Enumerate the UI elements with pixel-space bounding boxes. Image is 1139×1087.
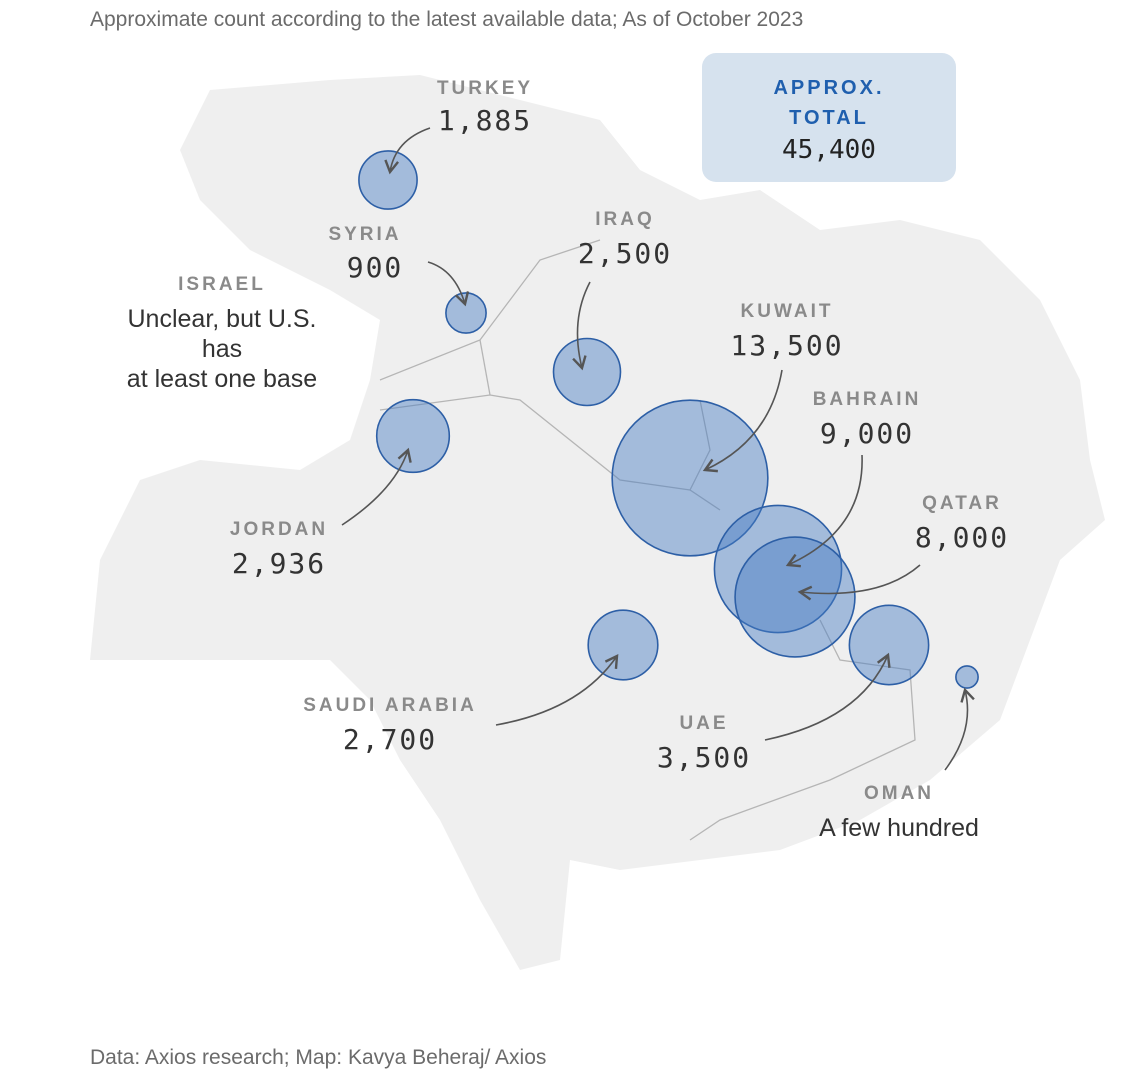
country-name: ISRAEL bbox=[178, 274, 266, 295]
country-count: A few hundred bbox=[819, 814, 979, 842]
country-count: 3,500 bbox=[656, 741, 752, 774]
country-note: Unclear, but U.S. has at least one base bbox=[127, 304, 317, 394]
country-count: 2,500 bbox=[577, 237, 673, 270]
bubble bbox=[375, 398, 451, 474]
arrow bbox=[764, 652, 891, 741]
bubble bbox=[611, 399, 769, 557]
bubble bbox=[445, 292, 487, 334]
total-line1: APPROX. bbox=[773, 77, 885, 99]
bubbles bbox=[358, 150, 979, 689]
country-name: TURKEY bbox=[436, 78, 534, 99]
total-value: 45,400 bbox=[782, 135, 876, 165]
country-count: 2,936 bbox=[231, 547, 327, 580]
subtitle: Approximate count according to the lates… bbox=[90, 8, 804, 31]
land bbox=[90, 75, 1105, 970]
arrow bbox=[785, 454, 863, 568]
country-name: QATAR bbox=[922, 493, 1002, 514]
country-count: 9,000 bbox=[819, 417, 915, 450]
bubble bbox=[713, 504, 843, 634]
bubble bbox=[734, 536, 856, 658]
source: Data: Axios research; Map: Kavya Beheraj… bbox=[90, 1046, 547, 1069]
note-line: at least one base bbox=[126, 365, 318, 393]
country-name: BAHRAIN bbox=[812, 389, 922, 410]
bubble bbox=[587, 609, 659, 681]
country-name: OMAN bbox=[863, 783, 935, 804]
bubble bbox=[848, 604, 930, 686]
country-count: 8,000 bbox=[914, 521, 1010, 554]
country-count: 2,700 bbox=[342, 723, 438, 756]
arrow bbox=[572, 281, 591, 371]
country-count: 1,885 bbox=[437, 104, 533, 137]
bubble bbox=[552, 337, 622, 407]
note-line: Unclear, but U.S. bbox=[127, 305, 317, 333]
arrow bbox=[384, 127, 431, 175]
country-count: 900 bbox=[346, 251, 404, 284]
country-name: JORDAN bbox=[229, 519, 329, 540]
country-count: 13,500 bbox=[730, 329, 844, 362]
bubble bbox=[955, 665, 979, 689]
bubble bbox=[358, 150, 418, 210]
total-box: APPROX. TOTAL 45,400 bbox=[702, 53, 956, 182]
country-name: SYRIA bbox=[328, 224, 402, 245]
arrow bbox=[944, 687, 975, 771]
arrow bbox=[341, 447, 412, 526]
arrow bbox=[702, 369, 783, 473]
country-name: IRAQ bbox=[595, 209, 655, 230]
borders bbox=[379, 239, 916, 841]
arrow bbox=[797, 564, 921, 601]
country-name: SAUDI ARABIA bbox=[303, 695, 477, 716]
arrow bbox=[495, 654, 619, 726]
total-line2: TOTAL bbox=[789, 107, 869, 129]
note-line: has bbox=[201, 335, 243, 363]
country-name: KUWAIT bbox=[740, 301, 834, 322]
arrows bbox=[341, 127, 975, 771]
arrow bbox=[427, 261, 470, 307]
country-name: UAE bbox=[679, 713, 729, 734]
